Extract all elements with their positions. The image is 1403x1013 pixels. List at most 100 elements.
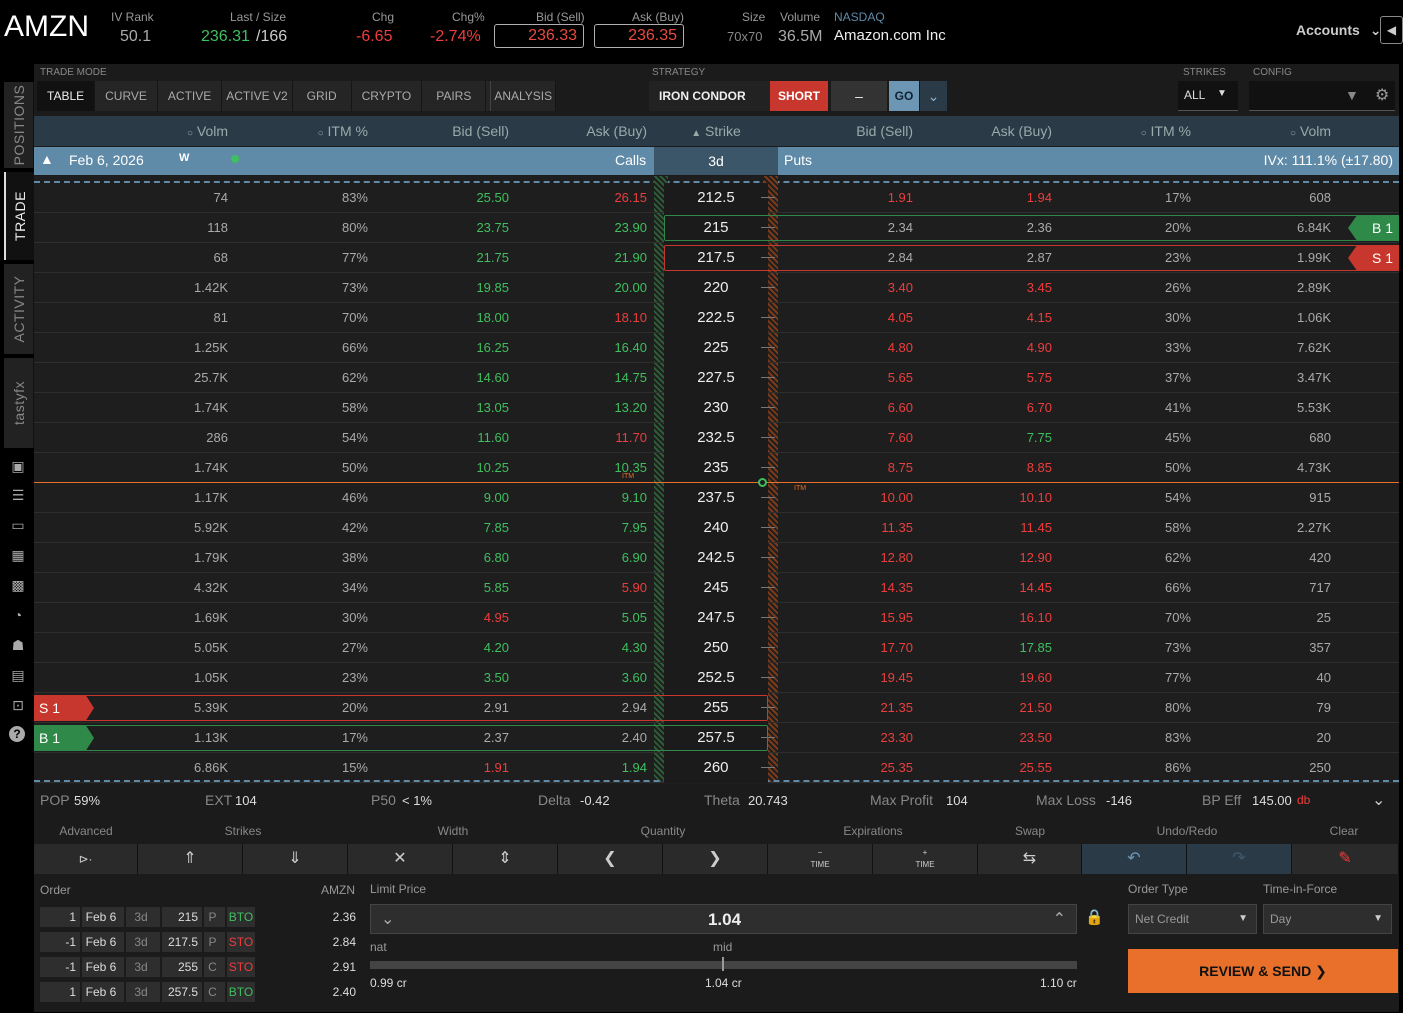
strategy-select[interactable]: IRON CONDOR	[649, 81, 770, 111]
put-ask-cell[interactable]: 21.50	[1019, 700, 1052, 715]
put-bid-cell[interactable]: 2.34	[887, 220, 913, 235]
expiration-row[interactable]: ▲ Feb 6, 2026 W Calls 3d Puts IVx: 111.1…	[34, 147, 1399, 175]
put-ask-cell[interactable]: 1.94	[1026, 190, 1052, 205]
put-ask-cell[interactable]: 2.36	[1026, 220, 1052, 235]
put-ask-cell[interactable]: 7.75	[1026, 430, 1052, 445]
help-icon[interactable]: ?	[9, 726, 25, 742]
call-ask-cell[interactable]: 16.40	[614, 340, 647, 355]
call-ask-cell[interactable]: 5.90	[621, 580, 647, 595]
call-bid-cell[interactable]: 23.75	[476, 220, 509, 235]
undo-button[interactable]: ↶	[1082, 844, 1187, 874]
sell-leg-tag[interactable]: S 1	[34, 695, 94, 721]
call-bid-cell[interactable]: 4.20	[483, 640, 509, 655]
put-bid-cell[interactable]: 5.65	[887, 370, 913, 385]
put-bid-cell[interactable]: 2.84	[887, 250, 913, 265]
call-ask-cell[interactable]: 9.10	[621, 490, 647, 505]
price-up-icon[interactable]: ⌃	[1052, 911, 1066, 928]
put-bid-cell[interactable]: 7.60	[887, 430, 913, 445]
col-call-ask[interactable]: Ask (Buy)	[586, 123, 647, 139]
put-bid-cell[interactable]: 15.95	[880, 610, 913, 625]
col-strike[interactable]: ▲ Strike	[691, 123, 741, 139]
tab-grid[interactable]: GRID	[293, 81, 352, 111]
call-bid-cell[interactable]: 7.85	[483, 520, 509, 535]
strike-cell[interactable]: 260	[664, 753, 768, 783]
put-bid-cell[interactable]: 21.35	[880, 700, 913, 715]
order-leg-row[interactable]: 1 Feb 6 3d 215 P BTO 2.36	[40, 907, 360, 929]
put-ask-cell[interactable]: 10.10	[1019, 490, 1052, 505]
tab-trade[interactable]: TRADE	[4, 172, 34, 260]
put-bid-cell[interactable]: 4.80	[887, 340, 913, 355]
ask-price-box[interactable]: 236.35	[594, 24, 684, 48]
call-bid-cell[interactable]: 2.91	[483, 700, 509, 715]
go-button[interactable]: GO	[889, 81, 919, 111]
strike-cell[interactable]: 217.5	[664, 243, 768, 273]
short-leg-highlight[interactable]	[84, 695, 768, 721]
call-bid-cell[interactable]: 5.85	[483, 580, 509, 595]
put-bid-cell[interactable]: 1.91	[887, 190, 913, 205]
put-ask-cell[interactable]: 17.85	[1019, 640, 1052, 655]
call-bid-cell[interactable]: 18.00	[476, 310, 509, 325]
price-down-icon[interactable]: ⌄	[381, 911, 395, 928]
expiration-later-button[interactable]: + TIME	[873, 844, 978, 874]
strike-cell[interactable]: 242.5	[664, 543, 768, 573]
strike-cell[interactable]: 220	[664, 273, 768, 303]
put-bid-cell[interactable]: 3.40	[887, 280, 913, 295]
strike-cell[interactable]: 215	[664, 213, 768, 243]
order-leg-row[interactable]: 1 Feb 6 3d 257.5 C BTO 2.40	[40, 982, 360, 1004]
call-ask-cell[interactable]: 3.60	[621, 670, 647, 685]
call-ask-cell[interactable]: 5.05	[621, 610, 647, 625]
strike-cell[interactable]: 237.5	[664, 483, 768, 513]
long-leg-highlight[interactable]	[84, 725, 768, 751]
call-bid-cell[interactable]: 2.37	[483, 730, 509, 745]
call-ask-cell[interactable]: 10.35	[614, 460, 647, 475]
call-bid-cell[interactable]: 4.95	[483, 610, 509, 625]
journal-icon[interactable]: ▣	[11, 458, 25, 474]
put-ask-cell[interactable]: 2.87	[1026, 250, 1052, 265]
short-leg-highlight[interactable]	[664, 245, 1364, 271]
col-put-itm[interactable]: ○ ITM %	[1140, 123, 1191, 139]
strike-cell[interactable]: 257.5	[664, 723, 768, 753]
long-leg-highlight[interactable]	[664, 215, 1364, 241]
strikes-up-button[interactable]: ⇑	[138, 844, 243, 874]
strike-cell[interactable]: 227.5	[664, 363, 768, 393]
col-put-bid[interactable]: Bid (Sell)	[856, 123, 913, 139]
put-ask-cell[interactable]: 6.70	[1026, 400, 1052, 415]
strike-cell[interactable]: 250	[664, 633, 768, 663]
call-bid-cell[interactable]: 21.75	[476, 250, 509, 265]
accounts-button[interactable]: Accounts ⌄	[1296, 22, 1381, 39]
tab-active[interactable]: ACTIVE	[158, 81, 223, 111]
order-leg-row[interactable]: -1 Feb 6 3d 255 C STO 2.91	[40, 957, 360, 979]
symbol[interactable]: AMZN	[4, 10, 89, 43]
call-bid-cell[interactable]: 10.25	[476, 460, 509, 475]
strategy-side-toggle[interactable]: SHORT	[770, 81, 828, 111]
tab-table[interactable]: TABLE	[37, 81, 96, 111]
call-ask-cell[interactable]: 13.20	[614, 400, 647, 415]
limit-price-field[interactable]: ⌄ 1.04 ⌃	[370, 904, 1077, 934]
call-ask-cell[interactable]: 23.90	[614, 220, 647, 235]
call-bid-cell[interactable]: 19.85	[476, 280, 509, 295]
put-ask-cell[interactable]: 19.60	[1019, 670, 1052, 685]
strike-cell[interactable]: 255	[664, 693, 768, 723]
put-ask-cell[interactable]: 16.10	[1019, 610, 1052, 625]
bid-price-box[interactable]: 236.33	[494, 24, 584, 48]
col-call-itm[interactable]: ○ ITM %	[317, 123, 368, 139]
call-bid-cell[interactable]: 1.91	[483, 760, 509, 775]
col-put-ask[interactable]: Ask (Buy)	[991, 123, 1052, 139]
call-bid-cell[interactable]: 11.60	[477, 430, 509, 445]
call-bid-cell[interactable]: 13.05	[476, 400, 509, 415]
expand-summary-icon[interactable]: ⌄	[1372, 792, 1386, 809]
width-narrow-button[interactable]: ✕	[348, 844, 453, 874]
width-widen-button[interactable]: ⇕	[453, 844, 558, 874]
chevron-up-icon[interactable]: ▲	[40, 151, 54, 167]
chart-icon[interactable]: ▦	[11, 547, 25, 563]
call-bid-cell[interactable]: 9.00	[483, 490, 509, 505]
grid-icon[interactable]: ▩	[11, 577, 25, 593]
quantity-increase-button[interactable]: ❯	[663, 844, 768, 874]
tab-crypto[interactable]: CRYPTO	[352, 81, 423, 111]
buy-leg-tag[interactable]: B 1	[34, 725, 94, 751]
strike-cell[interactable]: 225	[664, 333, 768, 363]
call-ask-cell[interactable]: 1.94	[621, 760, 647, 775]
review-send-button[interactable]: REVIEW & SEND ❯	[1128, 949, 1398, 993]
redo-button[interactable]: ↷	[1187, 844, 1292, 874]
strikes-down-button[interactable]: ⇓	[243, 844, 348, 874]
